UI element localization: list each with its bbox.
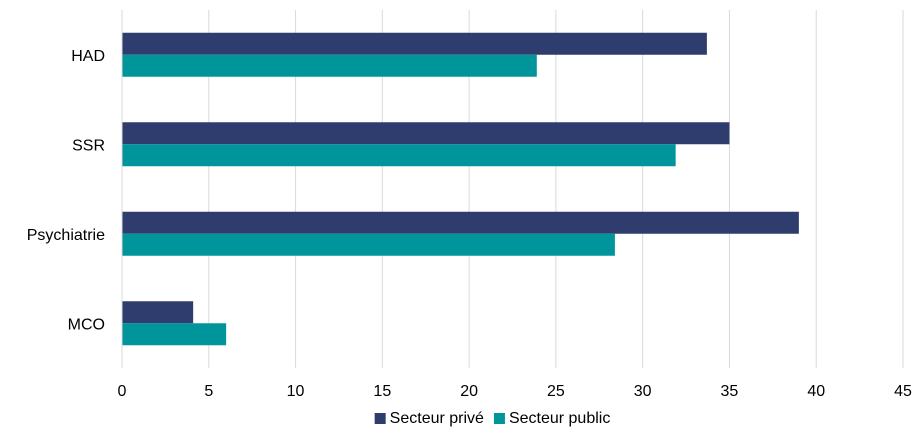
category-label: SSR [72,137,105,154]
x-tick-label: 15 [373,383,391,400]
category-label: Psychiatrie [27,227,105,244]
bar-ssr-public [122,144,676,167]
x-tick-label: 20 [460,383,478,400]
x-tick-label: 10 [287,383,305,400]
axes: 0 5 10 15 20 25 30 35 40 45 HAD SSR Psychiatrie MCO [27,10,912,400]
legend-swatch-public [493,413,505,424]
legend-label: Secteur privé [390,410,484,427]
bar-mco-prive [122,301,194,324]
bar-psychiatrie-public [122,233,615,256]
x-tick-label: 40 [807,383,825,400]
bar-ssr-prive [122,122,730,145]
x-tick-label: 5 [204,383,213,400]
x-tick-label: 30 [634,383,652,400]
x-tick-label: 0 [118,383,127,400]
category-label: MCO [68,316,105,333]
bars [122,32,799,346]
legend-swatch-prive [374,413,386,424]
legend: Secteur privé Secteur public [374,410,610,427]
bar-mco-public [122,323,227,346]
bar-psychiatrie-prive [122,211,799,234]
x-tick-label: 35 [721,383,739,400]
bar-had-prive [122,32,707,55]
x-tick-label: 45 [894,383,912,400]
x-tick-label: 25 [547,383,565,400]
category-label: HAD [71,48,105,65]
legend-label: Secteur public [509,410,610,427]
bar-had-public [122,54,537,77]
